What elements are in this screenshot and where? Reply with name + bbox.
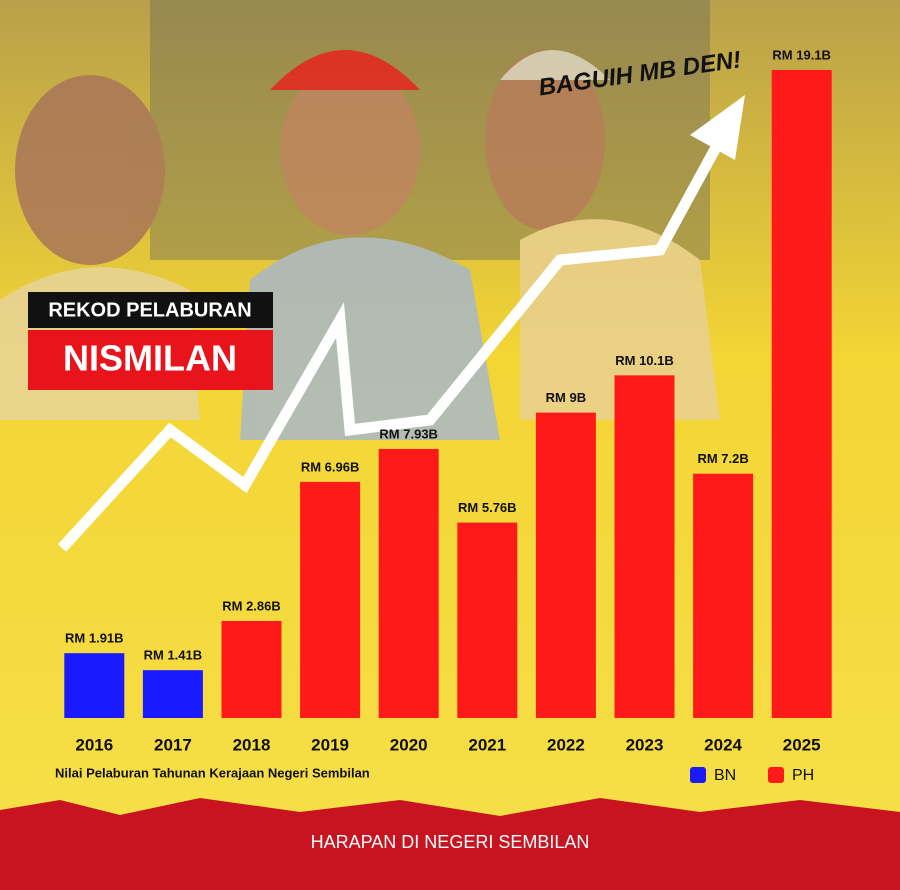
x-tick-label: 2016 — [75, 735, 113, 754]
legend-swatch — [690, 767, 706, 783]
bar — [300, 481, 361, 718]
bar — [142, 670, 203, 718]
bar — [378, 448, 439, 718]
bar — [614, 375, 675, 718]
subtitle-box — [28, 330, 273, 390]
footer: HARAPAN DI NEGERI SEMBILAN — [311, 832, 590, 852]
value-label: RM 2.86B — [222, 598, 281, 613]
trend-arrow — [57, 137, 725, 552]
subtitle: NISMILAN — [63, 338, 237, 379]
value-label: RM 5.76B — [458, 500, 517, 515]
bar — [64, 653, 125, 718]
value-label: RM 10.1B — [615, 353, 674, 368]
bar — [221, 620, 282, 718]
value-label: RM 1.41B — [144, 648, 203, 663]
title: REKOD PELABURAN — [48, 299, 251, 321]
value-label: RM 7.93B — [379, 426, 438, 441]
value-label: RM 6.96B — [301, 459, 360, 474]
bar — [771, 70, 832, 718]
x-tick-label: 2023 — [626, 735, 664, 754]
bar — [535, 412, 596, 718]
x-tick-label: 2025 — [783, 735, 821, 754]
x-axis-label: Nilai Pelaburan Tahunan Kerajaan Negeri … — [55, 765, 370, 780]
x-tick-label: 2018 — [233, 735, 271, 754]
title-box — [28, 292, 273, 328]
legend-label: PH — [792, 767, 814, 784]
x-tick-label: 2024 — [704, 735, 742, 754]
value-label: RM 19.1B — [772, 47, 831, 62]
bar — [457, 522, 518, 718]
x-tick-label: 2017 — [154, 735, 192, 754]
arrow-head — [690, 95, 745, 160]
value-label: RM 7.2B — [697, 451, 748, 466]
x-tick-label: 2020 — [390, 735, 428, 754]
x-tick-label: 2022 — [547, 735, 585, 754]
footer-band — [0, 798, 900, 890]
legend-swatch — [768, 767, 784, 783]
value-label: RM 9B — [546, 390, 586, 405]
bar — [693, 473, 754, 718]
x-tick-label: 2019 — [311, 735, 349, 754]
value-label: RM 1.91B — [65, 631, 124, 646]
legend-label: BN — [714, 767, 736, 784]
x-tick-label: 2021 — [468, 735, 506, 754]
